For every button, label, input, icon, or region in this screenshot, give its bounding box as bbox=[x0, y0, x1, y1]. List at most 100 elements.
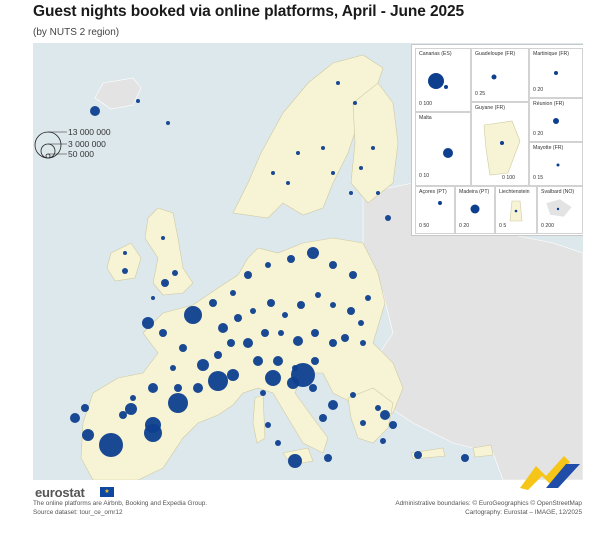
inset-label: Canarias (ES) bbox=[419, 51, 452, 57]
region-bubble bbox=[311, 329, 319, 337]
inset-guadeloupe: Guadeloupe (FR) 0 25 bbox=[471, 48, 529, 102]
inset-scale: 0 20 bbox=[533, 131, 544, 137]
greece bbox=[347, 387, 394, 444]
inset-panel: Canarias (ES) 0 100 Guadeloupe (FR) 0 25… bbox=[411, 44, 583, 236]
region-bubble bbox=[123, 251, 127, 255]
region-bubble bbox=[336, 81, 340, 85]
region-bubble bbox=[291, 363, 315, 387]
region-bubble bbox=[130, 395, 136, 401]
source-note: Source dataset: tour_ce_omr12 bbox=[33, 508, 123, 516]
region-bubble bbox=[375, 405, 381, 411]
region-bubble bbox=[90, 106, 100, 116]
eurostat-logo: eurostat bbox=[35, 485, 85, 500]
region-bubble bbox=[273, 356, 283, 366]
region-bubble bbox=[329, 261, 337, 269]
region-bubble bbox=[168, 393, 188, 413]
region-bubble bbox=[261, 329, 269, 337]
inset-mayotte: Mayotte (FR) 0 15 bbox=[529, 142, 583, 186]
region-bubble bbox=[265, 262, 271, 268]
region-bubble bbox=[286, 181, 290, 185]
region-bubble bbox=[161, 236, 165, 240]
region-bubble bbox=[296, 151, 300, 155]
inset-label: Açores (PT) bbox=[419, 189, 447, 195]
region-bubble bbox=[414, 451, 422, 459]
region-bubble bbox=[227, 339, 235, 347]
inset-canarias: Canarias (ES) 0 100 bbox=[415, 48, 471, 112]
ireland bbox=[106, 242, 142, 282]
region-bubble bbox=[380, 410, 390, 420]
region-bubble bbox=[350, 392, 356, 398]
inset-label: Madeira (PT) bbox=[459, 189, 490, 195]
inset-scale: 0 20 bbox=[459, 223, 470, 229]
inset-label: Liechtenstein bbox=[499, 189, 530, 195]
inset-guyane: Guyane (FR) 0 100 bbox=[471, 102, 529, 186]
region-bubble bbox=[297, 301, 305, 309]
region-bubble bbox=[287, 255, 295, 263]
region-bubble bbox=[347, 307, 355, 315]
region-bubble bbox=[309, 384, 317, 392]
region-bubble bbox=[341, 334, 349, 342]
region-bubble bbox=[385, 215, 391, 221]
region-bubble bbox=[330, 302, 336, 308]
inset-scale: 0 10 bbox=[419, 173, 430, 179]
region-bubble bbox=[227, 369, 239, 381]
cartography-credit: Cartography: Eurostat – IMAGE, 12/2025 bbox=[465, 508, 582, 516]
region-bubble bbox=[271, 171, 275, 175]
inset-martinique: Martinique (FR) 0 20 bbox=[529, 48, 583, 98]
inset-scale: 0 25 bbox=[475, 91, 486, 97]
bubble-layer bbox=[70, 81, 469, 468]
region-bubble bbox=[184, 306, 202, 324]
legend-circle-medium bbox=[40, 143, 56, 159]
inset-scale: 0 100 bbox=[419, 101, 432, 107]
region-bubble bbox=[170, 365, 176, 371]
region-bubble bbox=[197, 359, 209, 371]
legend-label-small: 50 000 bbox=[68, 149, 94, 159]
region-bubble bbox=[148, 383, 158, 393]
region-bubble bbox=[307, 247, 319, 259]
region-bubble bbox=[166, 121, 170, 125]
region-bubble bbox=[244, 271, 252, 279]
region-bubble bbox=[151, 296, 155, 300]
region-bubble bbox=[331, 171, 335, 175]
region-bubble bbox=[324, 454, 332, 462]
inset-scale: 0 20 bbox=[533, 87, 544, 93]
footer-notes: The online platforms are Airbnb, Booking… bbox=[33, 500, 207, 517]
eu-flag-icon: ★ bbox=[100, 487, 114, 497]
region-bubble bbox=[214, 351, 222, 359]
region-bubble bbox=[461, 454, 469, 462]
region-bubble bbox=[161, 279, 169, 287]
region-bubble bbox=[329, 339, 337, 347]
inset-malta: Malta 0 10 bbox=[415, 112, 471, 186]
region-bubble bbox=[81, 404, 89, 412]
region-bubble bbox=[319, 414, 327, 422]
inset-scale: 0 200 bbox=[541, 223, 554, 229]
inset-label: Malta bbox=[419, 115, 432, 121]
inset-scale: 0 5 bbox=[499, 223, 507, 229]
inset-label: Martinique (FR) bbox=[533, 51, 570, 57]
region-bubble bbox=[380, 438, 386, 444]
region-bubble bbox=[311, 357, 319, 365]
region-bubble bbox=[250, 308, 256, 314]
inset-label: Svalbard (NO) bbox=[541, 189, 575, 195]
region-bubble bbox=[122, 268, 128, 274]
inset-label: Mayotte (FR) bbox=[533, 145, 564, 151]
region-bubble bbox=[288, 454, 302, 468]
region-bubble bbox=[315, 292, 321, 298]
legend-circles bbox=[34, 131, 67, 159]
boundaries-credit: Administrative boundaries: © EuroGeograp… bbox=[395, 500, 582, 507]
region-bubble bbox=[389, 421, 397, 429]
inset-scale: 0 100 bbox=[502, 175, 515, 181]
map-subtitle: (by NUTS 2 region) bbox=[33, 27, 120, 38]
region-bubble bbox=[371, 146, 375, 150]
inset-liechtenstein: Liechtenstein 0 5 bbox=[495, 186, 537, 234]
region-bubble bbox=[360, 340, 366, 346]
region-bubble bbox=[208, 371, 228, 391]
region-bubble bbox=[99, 433, 123, 457]
great-britain bbox=[144, 207, 194, 296]
region-bubble bbox=[293, 336, 303, 346]
region-bubble bbox=[136, 99, 140, 103]
region-bubble bbox=[328, 400, 338, 410]
region-bubble bbox=[321, 146, 325, 150]
region-bubble bbox=[144, 424, 162, 442]
region-bubble bbox=[260, 390, 266, 396]
